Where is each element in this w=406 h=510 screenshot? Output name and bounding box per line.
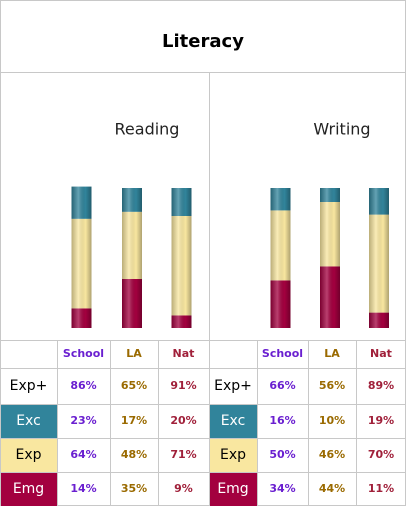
title: Literacy — [162, 31, 244, 52]
value-cell: 46% — [319, 448, 345, 461]
value-cell: 17% — [121, 414, 147, 427]
value-cell: 65% — [121, 379, 147, 392]
value-cell: 11% — [368, 482, 394, 495]
bar-shading — [171, 188, 192, 328]
row-label: Exc — [221, 413, 246, 429]
bar-shading — [320, 188, 340, 328]
value-cell: 14% — [70, 482, 96, 495]
value-cell: 44% — [319, 482, 345, 495]
value-cell: 91% — [170, 379, 196, 392]
row-label-bg — [210, 439, 257, 472]
value-cell: 16% — [269, 414, 295, 427]
column-header: School — [262, 347, 303, 360]
column-header: LA — [126, 347, 142, 360]
value-cell: 70% — [368, 448, 394, 461]
column-header: LA — [324, 347, 340, 360]
row-label: Exp — [15, 447, 41, 463]
value-cell: 86% — [70, 379, 96, 392]
row-label: Emg — [217, 481, 248, 497]
bar-shading — [270, 188, 291, 328]
value-cell: 64% — [70, 448, 96, 461]
value-cell: 20% — [170, 414, 196, 427]
value-cell: 19% — [368, 414, 394, 427]
value-cell: 71% — [170, 448, 196, 461]
panel-title: Writing — [313, 120, 370, 139]
row-label-bg — [210, 405, 257, 438]
column-header: Nat — [370, 347, 392, 360]
row-label-bg — [1, 439, 57, 472]
column-header: Nat — [173, 347, 195, 360]
value-cell: 9% — [174, 482, 193, 495]
row-label-bg — [210, 473, 257, 506]
value-cell: 10% — [319, 414, 345, 427]
row-label-bg — [1, 473, 57, 506]
value-cell: 23% — [70, 414, 96, 427]
column-header: School — [63, 347, 104, 360]
row-label: Exp — [220, 447, 246, 463]
value-cell: 48% — [121, 448, 147, 461]
value-cell: 56% — [319, 379, 345, 392]
value-cell: 35% — [121, 482, 147, 495]
row-label: Exc — [16, 413, 41, 429]
row-label: Emg — [13, 481, 44, 497]
value-cell: 34% — [269, 482, 295, 495]
bar-shading — [71, 186, 92, 328]
panel-title: Reading — [115, 120, 180, 139]
row-label: Exp+ — [214, 378, 252, 394]
bar-shading — [369, 188, 389, 328]
value-cell: 66% — [269, 379, 295, 392]
value-cell: 50% — [269, 448, 295, 461]
row-label: Exp+ — [10, 378, 48, 394]
bar-shading — [122, 188, 142, 328]
row-label-bg — [1, 405, 57, 438]
value-cell: 89% — [368, 379, 394, 392]
